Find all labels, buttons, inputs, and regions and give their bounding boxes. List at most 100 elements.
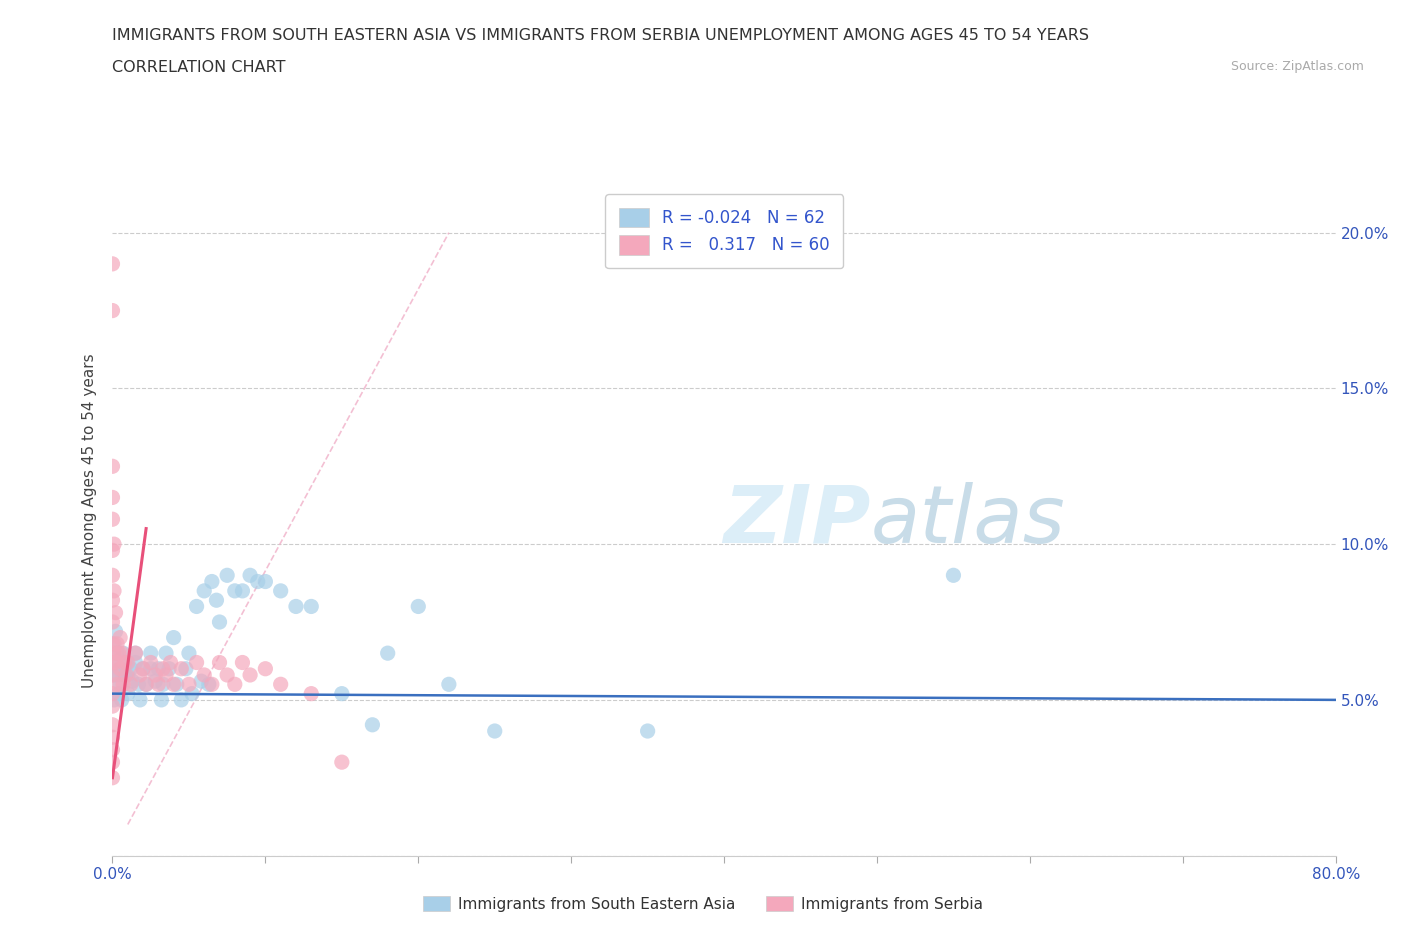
Text: Source: ZipAtlas.com: Source: ZipAtlas.com (1230, 60, 1364, 73)
Point (163, 677, 186, 692)
Legend: R = -0.024   N = 62, R =   0.317   N = 60: R = -0.024 N = 62, R = 0.317 N = 60 (605, 194, 844, 268)
Point (117, 686, 139, 701)
Point (408, 599, 430, 614)
Point (159, 655, 181, 670)
Point (166, 677, 188, 692)
Point (114, 655, 136, 670)
Point (208, 655, 231, 670)
Point (103, 537, 125, 551)
Point (101, 303, 124, 318)
Point (104, 655, 127, 670)
Point (205, 592, 228, 607)
Point (101, 742, 124, 757)
Point (101, 698, 124, 713)
Point (105, 668, 128, 683)
Point (124, 645, 146, 660)
Point (111, 645, 134, 660)
Point (299, 599, 322, 614)
Point (270, 677, 292, 692)
Point (157, 661, 180, 676)
Point (105, 636, 128, 651)
Point (139, 645, 162, 660)
Point (174, 661, 197, 676)
Point (143, 673, 166, 688)
Point (437, 677, 460, 692)
Y-axis label: Unemployment Among Ages 45 to 54 years: Unemployment Among Ages 45 to 54 years (82, 353, 97, 688)
Point (124, 655, 146, 670)
Point (135, 677, 157, 692)
Point (129, 693, 152, 708)
Point (330, 755, 353, 770)
Point (101, 490, 124, 505)
Point (190, 673, 212, 688)
Point (231, 655, 253, 670)
Point (124, 645, 146, 660)
Point (107, 645, 129, 660)
Point (101, 668, 124, 683)
Point (101, 592, 124, 607)
Point (201, 677, 224, 692)
Point (163, 631, 186, 645)
Point (139, 655, 162, 670)
Point (108, 677, 131, 692)
Point (224, 583, 246, 598)
Point (150, 693, 173, 708)
Point (155, 668, 177, 683)
Point (201, 574, 224, 589)
Point (105, 677, 128, 692)
Point (177, 645, 200, 660)
Point (101, 615, 124, 630)
Point (121, 673, 143, 688)
Point (170, 661, 193, 676)
Point (198, 677, 221, 692)
Point (112, 677, 135, 692)
Point (193, 668, 215, 683)
Text: CORRELATION CHART: CORRELATION CHART (112, 60, 285, 75)
Point (148, 661, 170, 676)
Point (114, 668, 136, 683)
Point (217, 668, 239, 683)
Point (120, 677, 142, 692)
Point (942, 568, 965, 583)
Point (103, 645, 125, 660)
Point (637, 724, 659, 738)
Point (186, 655, 208, 670)
Point (152, 677, 174, 692)
Point (143, 668, 166, 683)
Point (103, 668, 125, 683)
Legend: Immigrants from South Eastern Asia, Immigrants from Serbia: Immigrants from South Eastern Asia, Immi… (416, 889, 990, 918)
Point (115, 655, 138, 670)
Point (132, 661, 155, 676)
Point (101, 512, 124, 526)
Point (152, 661, 174, 676)
Point (104, 605, 127, 620)
Point (101, 717, 124, 732)
Point (155, 645, 177, 660)
Point (270, 583, 292, 598)
Point (177, 677, 200, 692)
Point (181, 686, 204, 701)
Point (148, 677, 170, 692)
Point (117, 668, 139, 683)
Point (115, 668, 138, 683)
Point (193, 583, 215, 598)
Point (208, 615, 231, 630)
Point (101, 770, 124, 785)
Point (254, 661, 277, 676)
Point (112, 645, 135, 660)
Point (299, 686, 322, 701)
Point (246, 574, 269, 589)
Point (107, 686, 129, 701)
Point (103, 636, 125, 651)
Point (186, 599, 208, 614)
Point (231, 583, 253, 598)
Point (103, 693, 125, 708)
Point (239, 568, 262, 583)
Point (361, 717, 384, 732)
Point (104, 655, 127, 670)
Point (101, 730, 124, 745)
Point (127, 677, 149, 692)
Text: IMMIGRANTS FROM SOUTH EASTERN ASIA VS IMMIGRANTS FROM SERBIA UNEMPLOYMENT AMONG : IMMIGRANTS FROM SOUTH EASTERN ASIA VS IM… (112, 28, 1090, 43)
Point (139, 661, 162, 676)
Point (101, 655, 124, 670)
